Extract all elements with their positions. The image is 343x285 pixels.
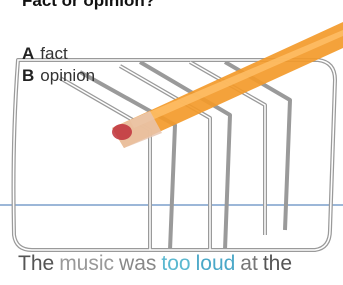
- word[interactable]: The: [18, 252, 54, 275]
- word[interactable]: loud: [196, 252, 236, 275]
- word[interactable]: too: [161, 252, 190, 275]
- illustration: [0, 0, 343, 285]
- word[interactable]: the: [263, 252, 292, 275]
- word[interactable]: music: [59, 252, 114, 275]
- word[interactable]: was: [119, 252, 156, 275]
- option-letter: B: [22, 66, 34, 85]
- question: Fact or opinion?: [22, 0, 155, 11]
- word[interactable]: at: [240, 252, 258, 275]
- option-text: opinion: [40, 66, 95, 85]
- option-text: fact: [40, 44, 67, 63]
- page: Fact or opinion? Afact Bopinion Themusic…: [0, 0, 343, 285]
- outline-shapes: [14, 60, 336, 250]
- option-letter: A: [22, 44, 34, 63]
